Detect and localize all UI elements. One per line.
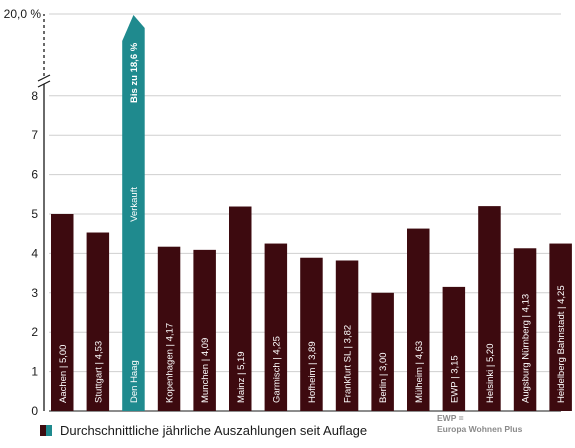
bar-label: Mainz | 5,19	[236, 351, 247, 403]
bar	[407, 228, 430, 411]
bar-label: Den Haag	[129, 360, 140, 403]
bar-label: Mülheim | 4,63	[414, 341, 425, 403]
axis-break-mark	[37, 80, 51, 88]
legend-swatch-bar	[40, 425, 46, 436]
bar-label: Aachen | 5,00	[58, 345, 69, 403]
y-axis: 20,0 %	[4, 7, 51, 411]
bar-label: Kopenhagen | 4,17	[165, 323, 176, 403]
highlight-text: Bis zu 18,6 %	[129, 42, 140, 103]
bar-label: Munchen | 4,09	[200, 338, 211, 403]
bar	[264, 243, 288, 411]
bar-label: Garmisch | 4,25	[271, 336, 282, 403]
bar	[549, 243, 572, 411]
bar	[51, 214, 74, 411]
bar	[513, 248, 537, 411]
bar-label: EWP | 3,15	[449, 355, 460, 403]
highlight-text: Verkauft	[129, 187, 140, 222]
bar-highlight	[122, 15, 145, 411]
bar-label: Heidelberg Bahnstadt | 4,25	[556, 285, 567, 403]
y-tick-label: 7	[31, 128, 38, 142]
bar-label: Berlin | 3,00	[378, 352, 389, 403]
bar	[371, 292, 394, 411]
bar-labels: Aachen | 5,00 Stuttgart | 4,53 Den Haag Ver…	[58, 42, 567, 403]
ewp-note: EWP = Europa Wohnen Plus	[437, 413, 522, 435]
y-tick-label: 8	[31, 89, 38, 103]
y-tick-label: 2	[31, 325, 38, 339]
axis-break-mark	[37, 74, 51, 82]
bar-label: Hofheim | 3,89	[307, 341, 318, 403]
bar-label: Helsinki | 5,20	[485, 344, 496, 404]
y-tick-labels: 0 1 2 3 4 5 6 7 8	[31, 89, 38, 418]
bar	[335, 260, 359, 411]
ewp-note-line2: Europa Wohnen Plus	[437, 424, 523, 434]
legend: Durchschnittliche jährliche Auszahlungen…	[40, 423, 367, 438]
bars	[51, 15, 572, 411]
y-tick-label: 1	[31, 365, 38, 379]
bar	[442, 286, 466, 411]
bar-label: Augsburg Nürnberg | 4,13	[521, 294, 532, 403]
bar	[229, 206, 252, 411]
y-break-tick-label: 20,0 %	[4, 7, 42, 21]
y-tick-label: 6	[31, 168, 38, 182]
bar-label: Frankfurt SL | 3,82	[343, 325, 354, 403]
y-tick-label: 5	[31, 207, 38, 221]
legend-swatch-highlight	[46, 425, 52, 436]
bar	[300, 257, 323, 411]
bar	[478, 206, 501, 411]
ewp-note-line1: EWP =	[437, 413, 464, 423]
bar	[86, 232, 110, 411]
bar	[157, 246, 181, 411]
bar-label: Stuttgart | 4,53	[93, 341, 104, 403]
y-tick-label: 3	[31, 286, 38, 300]
bar	[193, 249, 216, 411]
y-tick-label: 4	[31, 246, 38, 260]
legend-label: Durchschnittliche jährliche Auszahlungen…	[60, 423, 368, 438]
y-tick-label: 0	[31, 404, 38, 418]
